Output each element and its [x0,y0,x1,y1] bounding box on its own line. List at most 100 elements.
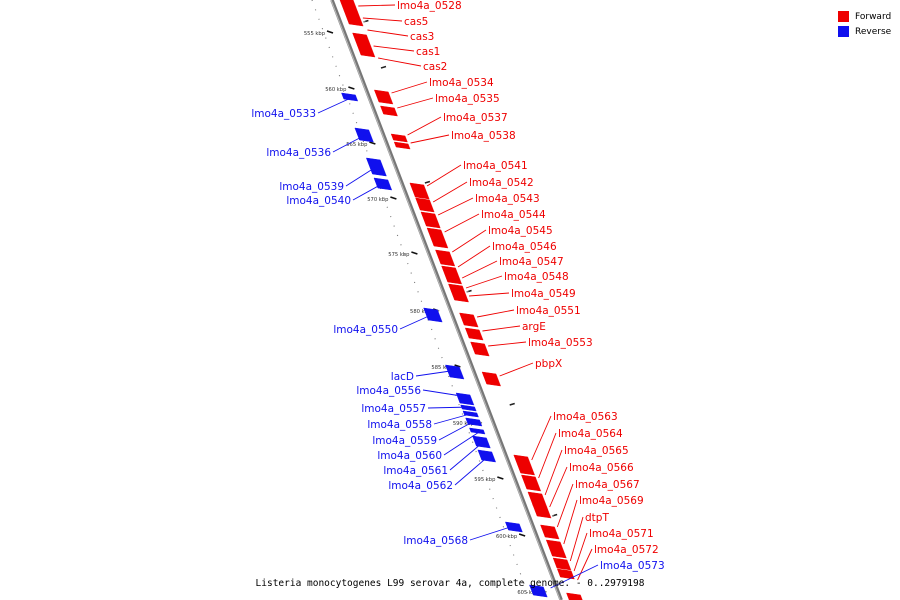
forward-gene-block-shine [388,90,396,104]
forward-gene-label: cas2 [423,61,447,73]
forward-gene-block-shine [429,198,438,212]
forward-gene-label-leader [499,362,534,377]
reverse-gene-block [472,435,494,449]
reverse-gene-label: lmo4a_0561 [383,465,448,477]
reverse-gene-label: lmo4a_0539 [279,181,344,193]
legend-reverse: Reverse [838,24,891,39]
reverse-gene-label: lmo4a_0558 [367,419,432,431]
forward-gene-block [459,312,482,328]
reverse-gene-label: lacD [391,371,414,383]
minor-tick-right [466,289,472,293]
reverse-gene-block [460,404,480,412]
forward-gene-block-body [448,283,469,303]
forward-gene-label: lmo4a_0538 [451,130,516,142]
forward-gene-block-body [540,524,560,540]
kbp-tick-mark [497,476,504,480]
reverse-gene-block-body [469,427,486,435]
forward-gene-label: lmo4a_0542 [469,177,534,189]
forward-gene-label: lmo4a_0541 [463,160,528,172]
reverse-gene-label: lmo4a_0536 [266,147,331,159]
forward-gene-block [445,275,465,285]
forward-gene-label-leader [573,532,588,572]
forward-gene-block [373,89,396,105]
forward-gene-block-body [409,182,430,200]
forward-gene-block-shine [560,540,570,558]
forward-gene-block-body [390,133,408,143]
forward-gene-block [435,249,458,267]
forward-gene-block-shine [571,569,578,579]
reverse-gene-label-leader [469,524,517,541]
reverse-gene-label-leader [345,164,380,187]
forward-gene-label: lmo4a_0564 [558,428,623,440]
kbp-tick-mark [390,196,397,200]
reverse-gene-label-leader [332,133,368,153]
reverse-gene-label: lmo4a_0573 [600,560,665,572]
forward-gene-label: lmo4a_0549 [511,288,576,300]
reverse-gene-block-body [529,584,548,598]
forward-gene-block-body [464,327,484,341]
forward-gene-block [540,524,563,540]
forward-gene-block-shine [394,106,401,116]
reverse-gene-label-leader [433,412,474,425]
forward-gene-block-body [352,32,376,58]
forward-gene-label-leader [444,213,480,233]
forward-gene-label: lmo4a_0537 [443,112,508,124]
reverse-gene-block [477,449,499,463]
forward-gene-label: lmo4a_0543 [475,193,540,205]
forward-gene-block-shine [455,266,463,278]
forward-gene-block-body [393,141,411,150]
kbp-tick-label: 555 kbp [304,31,326,37]
kbp-tick-label: 565 kbp [346,142,368,148]
forward-gene-block-body [346,17,364,27]
forward-gene-block-body [373,89,394,105]
forward-gene-block-body [470,341,490,357]
minor-tick-right [509,402,515,406]
forward-gene-label-leader [577,548,593,581]
forward-gene-block [566,592,587,600]
forward-gene-block-body [566,592,583,600]
forward-gene-label-leader [488,341,527,347]
forward-gene-block [426,227,451,249]
forward-gene-label-leader [378,57,422,67]
reverse-gene-block [505,521,526,533]
reverse-gene-block-shine [437,308,446,322]
forward-gene-label-leader [465,275,503,289]
kbp-tick-label: 590 kbp [453,421,475,427]
reverse-gene-block-body [477,449,497,463]
forward-gene-label-leader [563,499,578,545]
forward-gene-label: cas1 [416,46,440,58]
kbp-tick-label: 605 kbp [517,590,539,596]
forward-gene-label: argE [522,321,546,333]
forward-gene-block-shine [567,558,574,570]
forward-gene-label-leader [549,466,568,508]
kbp-tick-mark [369,141,376,145]
forward-gene-label-leader [358,4,396,7]
forward-gene-label-leader [544,449,563,496]
reverse-gene-block-body [373,177,393,191]
genome-axis-highlight [330,0,561,600]
minor-tick-right [363,19,369,23]
forward-gene-block-body [380,105,398,117]
reverse-gene-block-shine [477,411,482,417]
forward-gene-block-body [521,474,542,492]
reverse-gene-block-shine [483,428,489,434]
forward-gene-block [390,133,411,143]
reverse-gene-label-leader [399,312,436,330]
forward-gene-block [420,211,444,229]
reverse-gene-block-shine [479,418,485,426]
legend-forward-label: Forward [855,11,892,22]
kbp-tick-label: 560 kbp [325,87,347,93]
forward-gene-block-shine [405,134,411,142]
forward-gene-label-leader [397,97,434,109]
forward-gene-block [343,9,364,21]
forward-gene-block [409,182,433,200]
minor-tick-right [551,513,558,517]
forward-gene-label-leader [437,197,474,216]
forward-gene-block-shine [484,342,493,356]
reverse-gene-label: lmo4a_0560 [377,450,442,462]
forward-gene-block-shine [360,18,367,26]
forward-gene-label-leader [461,260,498,279]
forward-gene-block [552,557,574,571]
genome-caption: Listeria monocytogenes L99 serovar 4a, c… [255,578,645,589]
forward-gene-block [513,454,538,476]
